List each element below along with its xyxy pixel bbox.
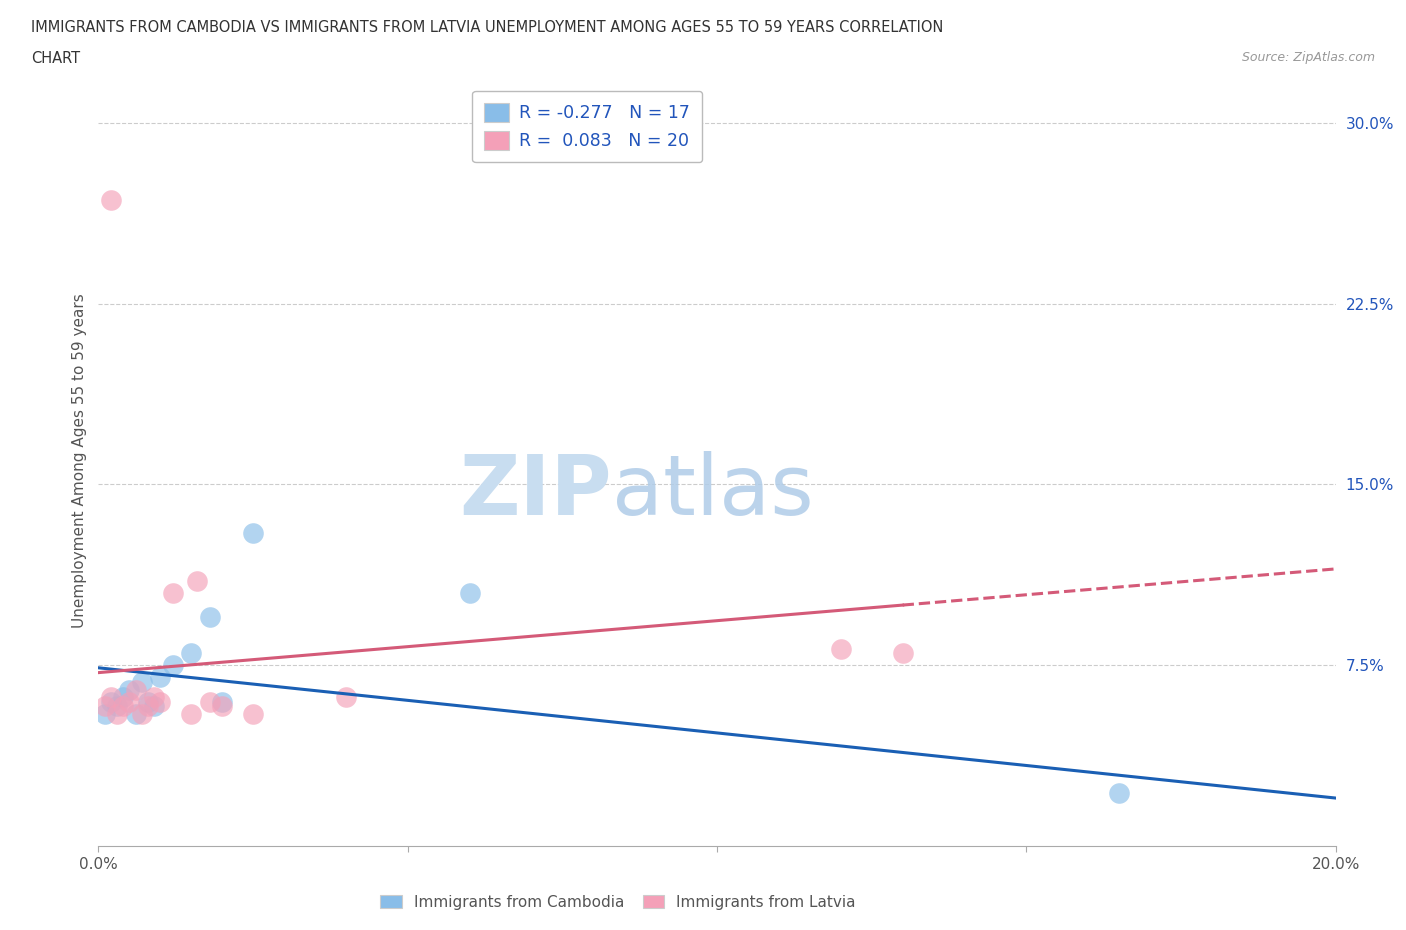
Point — [180, 706, 202, 721]
Point — [105, 699, 128, 714]
Point — [118, 682, 141, 697]
Point — [211, 694, 233, 709]
Point — [242, 706, 264, 721]
Point — [143, 689, 166, 704]
Point — [131, 675, 153, 690]
Text: ZIP: ZIP — [460, 451, 612, 532]
Point — [458, 586, 481, 601]
Text: atlas: atlas — [612, 451, 814, 532]
Point — [143, 699, 166, 714]
Text: IMMIGRANTS FROM CAMBODIA VS IMMIGRANTS FROM LATVIA UNEMPLOYMENT AMONG AGES 55 TO: IMMIGRANTS FROM CAMBODIA VS IMMIGRANTS F… — [31, 20, 943, 35]
Point — [93, 699, 115, 714]
Legend: Immigrants from Cambodia, Immigrants from Latvia: Immigrants from Cambodia, Immigrants fro… — [374, 888, 862, 916]
Point — [1108, 786, 1130, 801]
Point — [124, 682, 146, 697]
Point — [100, 689, 122, 704]
Point — [242, 525, 264, 540]
Point — [93, 706, 115, 721]
Point — [198, 694, 221, 709]
Point — [149, 694, 172, 709]
Y-axis label: Unemployment Among Ages 55 to 59 years: Unemployment Among Ages 55 to 59 years — [72, 293, 87, 628]
Point — [136, 699, 159, 714]
Point — [198, 610, 221, 625]
Point — [335, 689, 357, 704]
Point — [112, 699, 135, 714]
Point — [162, 586, 184, 601]
Point — [830, 641, 852, 656]
Text: CHART: CHART — [31, 51, 80, 66]
Point — [211, 699, 233, 714]
Point — [186, 574, 208, 589]
Point — [180, 646, 202, 661]
Point — [100, 694, 122, 709]
Point — [162, 658, 184, 672]
Text: Source: ZipAtlas.com: Source: ZipAtlas.com — [1241, 51, 1375, 64]
Point — [124, 706, 146, 721]
Point — [891, 646, 914, 661]
Point — [100, 193, 122, 207]
Point — [136, 694, 159, 709]
Point — [131, 706, 153, 721]
Point — [112, 689, 135, 704]
Point — [149, 670, 172, 684]
Point — [118, 694, 141, 709]
Point — [105, 706, 128, 721]
